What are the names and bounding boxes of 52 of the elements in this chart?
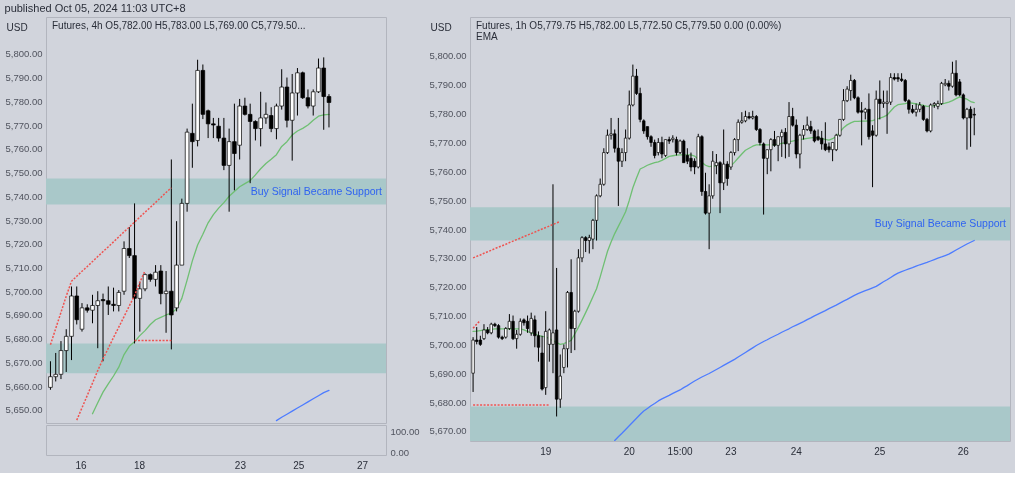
x-tick-label: 26 [957,445,970,457]
y-tick-label: 5,730.00 [5,214,43,226]
y-tick-label: 5,660.00 [5,380,43,392]
y-axis-title: USD [430,21,452,33]
y-tick-label: 5,690.00 [5,309,43,321]
y-tick-label: 5,780.00 [429,108,467,120]
x-tick-label: 25 [874,445,886,457]
y-tick-label: 5,790.00 [429,79,467,91]
x-tick-label: 20 [623,445,636,457]
y-tick-label: 5,760.00 [5,143,43,155]
x-tick-label: 27 [357,459,369,471]
y-tick-label: 5,720.00 [429,281,467,293]
y-tick-label: 5,730.00 [429,252,467,264]
y-tick-label: 5,800.00 [429,50,467,62]
band-label: Buy Signal Became Support [250,184,383,197]
x-tick-label: 23 [234,459,247,471]
y-tick-label: 5,800.00 [5,48,43,60]
y-tick-label: 5,720.00 [5,238,43,250]
band-label: Buy Signal Became Support [874,216,1007,229]
chart-title: published Oct 05, 2024 11:03 UTC+8 [4,1,186,14]
y-tick-label: 5,700.00 [429,338,467,350]
y-tick-label: 5,690.00 [429,367,467,379]
y-tick-label: 5,700.00 [5,285,43,297]
y-tick-label: 5,790.00 [5,72,43,84]
y-tick-label: 5,680.00 [429,396,467,408]
y-tick-label: 5,740.00 [5,190,43,202]
chart-subtitle: Futures, 4h O5,782.00 H5,783.00 L5,769.00 C5,779.50... [52,20,306,31]
y-tick-label: 5,760.00 [429,165,467,177]
x-tick-label: 15:00 [667,445,694,457]
y-tick-label: 5,650.00 [5,404,43,416]
y-tick-label: 5,750.00 [429,194,467,206]
y-tick-label: 5,750.00 [5,167,43,179]
y-tick-label: 5,770.00 [429,136,467,148]
annotation: EMA [476,31,498,42]
y-tick-label: 5,710.00 [5,261,43,273]
y-tick-label: 0.00 [390,446,409,458]
x-tick-label: 18 [133,459,146,471]
y-tick-label: 5,770.00 [5,119,43,131]
x-tick-label: 19 [540,445,552,457]
y-tick-label: 5,780.00 [5,95,43,107]
x-tick-label: 23 [725,445,737,457]
y-tick-label: 100.00 [390,425,420,437]
y-tick-label: 5,740.00 [429,223,467,235]
x-tick-label: 16 [75,459,88,471]
chart-subtitle: Futures, 1h O5,779.75 H5,782.00 L5,772.50 C5,779.50 0.00 (0.00%) [476,20,782,31]
y-axis-title: USD [6,21,28,33]
x-tick-label: 24 [790,445,803,457]
y-tick-label: 5,710.00 [429,310,467,322]
x-tick-label: 25 [293,459,305,471]
y-tick-label: 5,680.00 [5,333,43,345]
y-tick-label: 5,670.00 [429,425,467,437]
y-tick-label: 5,670.00 [5,356,43,368]
